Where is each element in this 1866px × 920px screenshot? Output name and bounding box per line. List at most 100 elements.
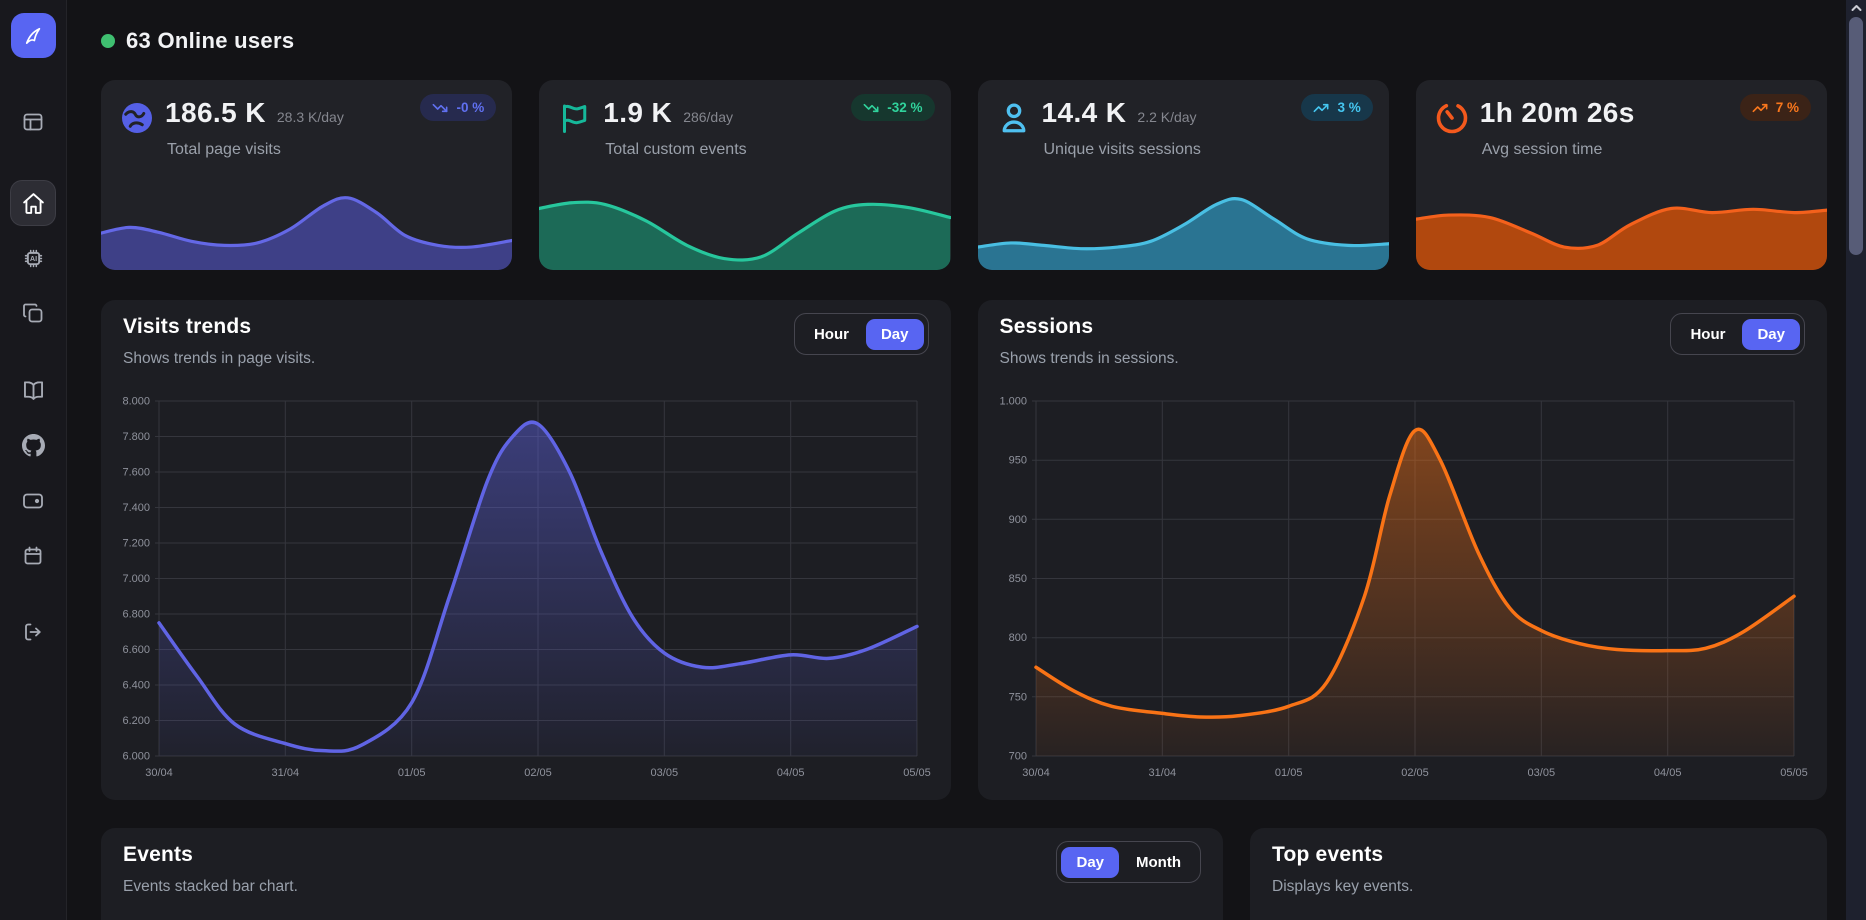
- svg-text:05/05: 05/05: [903, 767, 931, 779]
- trend-badge: -32 %: [851, 94, 935, 121]
- svg-text:6.400: 6.400: [122, 680, 150, 692]
- stat-rate: 28.3 K/day: [276, 109, 344, 125]
- panel-title: Visits trends: [123, 315, 252, 338]
- toggle-option-day[interactable]: Day: [865, 318, 924, 350]
- svg-text:7.000: 7.000: [122, 573, 150, 585]
- visits-trends-panel: Visits trends Shows trends in page visit…: [101, 300, 951, 800]
- panel-title: Sessions: [999, 315, 1094, 338]
- sidebar-item-calendar[interactable]: [11, 534, 55, 578]
- stat-value-row: 1.9 K 286/day: [603, 97, 733, 129]
- sidebar-item-github[interactable]: [11, 423, 55, 467]
- stat-cards-row: 186.5 K 28.3 K/day Total page visits -0 …: [101, 80, 1827, 270]
- svg-text:8.000: 8.000: [122, 396, 150, 408]
- toggle-option-hour[interactable]: Hour: [1675, 319, 1740, 350]
- home-icon: [22, 192, 44, 214]
- svg-text:05/05: 05/05: [1780, 767, 1808, 779]
- main-content: 63 Online users 186.5 K 28.3 K/day Total…: [67, 0, 1866, 920]
- online-users-indicator: 63 Online users: [101, 28, 294, 54]
- panels-icon: [23, 113, 43, 131]
- stat-value: 14.4 K: [1041, 97, 1127, 128]
- svg-text:02/05: 02/05: [524, 767, 552, 779]
- scrollbar-up-arrow-icon[interactable]: [1846, 1, 1866, 15]
- stat-card-total-page-visits[interactable]: 186.5 K 28.3 K/day Total page visits -0 …: [101, 80, 513, 270]
- svg-text:30/04: 30/04: [1022, 767, 1050, 779]
- toggle-option-hour[interactable]: Hour: [799, 319, 864, 350]
- chart-canvas: 8.000 7.800 7.600 7.400 7.200 7.000 6.800 6.600…: [122, 396, 931, 780]
- svg-text:7.400: 7.400: [122, 502, 150, 514]
- user-icon: [996, 100, 1032, 136]
- svg-text:31/04: 31/04: [1148, 767, 1176, 779]
- scrollbar-thumb[interactable]: [1849, 17, 1863, 255]
- sidebar-item-ai-assistant[interactable]: AI: [11, 236, 55, 280]
- hour-day-toggle: Hour Day: [793, 313, 929, 355]
- bezier-logo-icon: [25, 27, 41, 44]
- charts-row: Visits trends Shows trends in page visit…: [101, 300, 1827, 800]
- svg-text:750: 750: [1008, 691, 1026, 703]
- trend-arrow-icon: [863, 103, 879, 112]
- chart-canvas: 1.000 950 900 850 800 750 700 30/04 31/04 01/05 02…: [999, 396, 1808, 780]
- svg-text:1.000: 1.000: [999, 396, 1027, 408]
- svg-text:AI: AI: [29, 254, 36, 263]
- trend-badge: -0 %: [420, 94, 497, 121]
- svg-text:04/05: 04/05: [1653, 767, 1681, 779]
- sidebar-item-panels[interactable]: [11, 100, 55, 144]
- sidebar-item-wallet[interactable]: [11, 478, 55, 522]
- toggle-option-day[interactable]: Day: [1061, 846, 1120, 878]
- sidebar-item-home[interactable]: [11, 181, 55, 225]
- stat-value-row: 1h 20m 26s: [1480, 97, 1646, 129]
- stat-rate: 286/day: [683, 109, 734, 125]
- sessions-panel: Sessions Shows trends in sessions. Hour D…: [977, 300, 1827, 800]
- svg-text:7.600: 7.600: [122, 467, 150, 479]
- stat-card-unique-visits-sessions[interactable]: 14.4 K 2.2 K/day Unique visits sessions …: [977, 80, 1389, 270]
- svg-text:03/05: 03/05: [1527, 767, 1555, 779]
- visits-trends-chart: 8.000 7.800 7.600 7.400 7.200 7.000 6.800 6.600…: [101, 395, 951, 785]
- stat-label: Total page visits: [167, 141, 281, 158]
- trend-badge-text: 3 %: [1337, 100, 1361, 115]
- online-status-dot: [101, 34, 115, 48]
- sparkline-chart: [977, 197, 1389, 270]
- stat-card-avg-session-time[interactable]: 1h 20m 26s Avg session time 7 %: [1415, 80, 1827, 270]
- hour-day-toggle: Hour Day: [1670, 313, 1805, 355]
- day-month-toggle: Day Month: [1056, 841, 1201, 883]
- wallet-icon: [23, 493, 43, 509]
- trend-arrow-icon: [1752, 103, 1768, 112]
- stat-value: 1h 20m 26s: [1479, 97, 1635, 128]
- svg-text:04/05: 04/05: [777, 767, 805, 779]
- sidebar-item-docs[interactable]: [11, 368, 55, 412]
- stat-card-total-custom-events[interactable]: 1.9 K 286/day Total custom events -32 %: [539, 80, 951, 270]
- app-logo[interactable]: [11, 13, 56, 58]
- stat-label: Unique visits sessions: [1043, 141, 1201, 158]
- calendar-icon: [24, 546, 42, 565]
- panel-title: Top events: [1272, 843, 1384, 866]
- toggle-option-day[interactable]: Day: [1742, 318, 1800, 350]
- svg-text:03/05: 03/05: [651, 767, 679, 779]
- globe-icon: [119, 100, 155, 136]
- svg-text:01/05: 01/05: [398, 767, 426, 779]
- svg-text:31/04: 31/04: [272, 767, 300, 779]
- panel-subtitle: Displays key events.: [1272, 878, 1414, 895]
- logout-icon: [25, 623, 41, 641]
- sidebar-item-logout[interactable]: [11, 610, 55, 654]
- sidebar-item-copies[interactable]: [11, 291, 55, 335]
- vertical-scrollbar[interactable]: [1846, 0, 1866, 920]
- svg-text:7.800: 7.800: [122, 431, 150, 443]
- panel-subtitle: Shows trends in page visits.: [123, 350, 316, 367]
- toggle-option-month[interactable]: Month: [1121, 847, 1196, 878]
- svg-text:900: 900: [1008, 514, 1026, 526]
- stat-value: 186.5 K: [165, 97, 266, 128]
- github-icon: [21, 433, 45, 456]
- sidebar: AI: [0, 0, 67, 920]
- trend-badge-text: -32 %: [887, 100, 923, 115]
- online-users-label: 63 Online users: [126, 28, 295, 53]
- svg-text:800: 800: [1008, 632, 1026, 644]
- trend-badge: 3 %: [1301, 94, 1373, 121]
- svg-text:6.800: 6.800: [122, 609, 150, 621]
- stat-label: Avg session time: [1481, 141, 1603, 158]
- bottom-row: Events Events stacked bar chart. Day Mont…: [101, 828, 1827, 920]
- ai-chip-icon: AI: [24, 249, 42, 267]
- svg-text:6.000: 6.000: [122, 751, 150, 763]
- trend-badge-text: 7 %: [1775, 100, 1799, 115]
- clock-icon: [1434, 100, 1470, 136]
- copy-icon: [23, 303, 43, 323]
